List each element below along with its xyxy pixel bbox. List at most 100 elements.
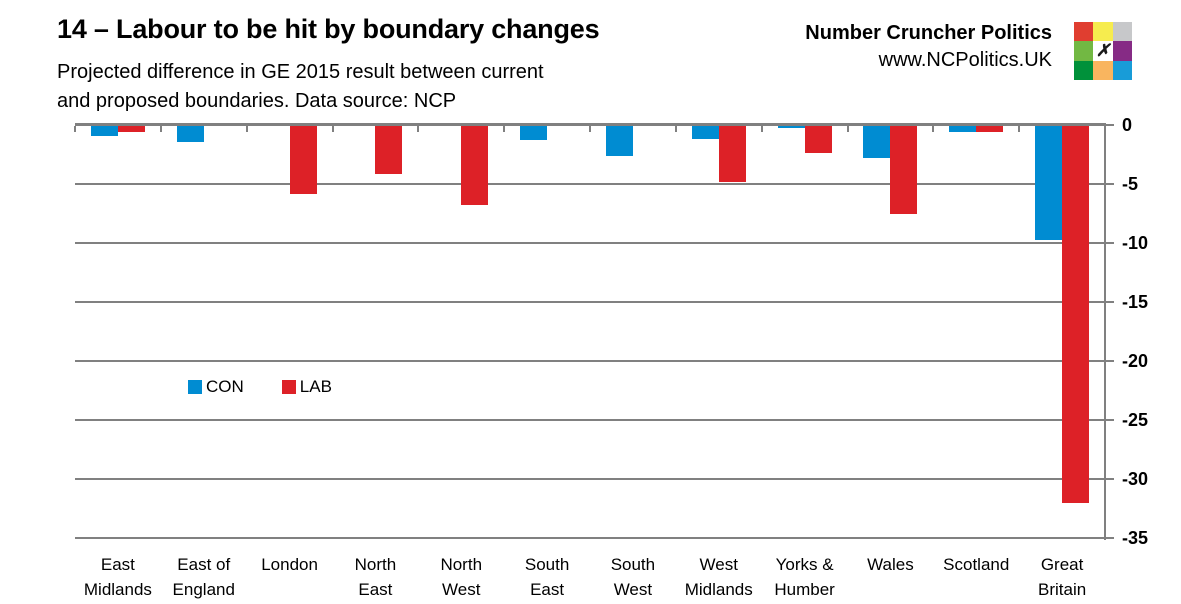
legend-item-con: CON	[188, 377, 244, 397]
bar-lab-yorks-humber	[804, 126, 832, 153]
category-label-line: North	[440, 555, 483, 574]
x-axis-tick-7	[674, 126, 677, 132]
logo-cell-6	[1074, 60, 1094, 80]
x-axis-tick-1	[159, 126, 162, 132]
category-label-great-britain: Great Britain	[1016, 552, 1108, 602]
category-label-line: South	[610, 555, 656, 574]
category-label-line: Great	[1040, 555, 1084, 574]
logo-cell-4: ✗	[1093, 41, 1113, 61]
category-label-line: West	[613, 580, 653, 599]
bar-lab-london	[289, 126, 317, 195]
x-axis-tick-2	[245, 126, 248, 132]
bar-lab-wales	[890, 126, 918, 215]
logo-cell-1	[1093, 22, 1113, 42]
bar-lab-west-midlands	[718, 126, 746, 183]
bar-lab-north-west	[461, 126, 489, 205]
bar-lab-scotland	[976, 126, 1004, 132]
y-axis-tick--20	[1105, 359, 1114, 362]
x-axis-tick-4	[417, 126, 420, 132]
bar-con-great-britain	[1035, 126, 1063, 241]
y-tick-label-0: 0	[1122, 114, 1133, 135]
y-tick-label--10: -10	[1122, 232, 1149, 253]
legend-item-lab: LAB	[281, 377, 332, 397]
category-label-north-east: North East	[329, 552, 421, 602]
logo-cell-8	[1112, 60, 1132, 80]
y-axis-tick--35	[1105, 537, 1114, 540]
x-axis-tick-11	[1018, 126, 1021, 132]
x-axis-tick-9	[846, 126, 849, 132]
x-axis-tick-0	[74, 126, 76, 132]
y-axis-tick--15	[1105, 300, 1114, 303]
con-color-swatch	[188, 380, 202, 394]
page-title: 14 – Labour to be hit by boundary change…	[57, 14, 600, 44]
category-label-line: South	[524, 555, 570, 574]
category-label-line: East	[530, 580, 565, 599]
category-label-line: England	[172, 580, 235, 599]
y-tick-label--20: -20	[1122, 350, 1149, 371]
bar-con-scotland	[949, 126, 977, 132]
brand-name: Number Cruncher Politics	[805, 22, 1052, 44]
brand-block: Number Cruncher Politics www.NCPolitics.…	[805, 20, 1052, 74]
y-axis-tick--10	[1105, 241, 1114, 244]
y-tick-label--30: -30	[1122, 469, 1149, 490]
y-tick-label--25: -25	[1122, 410, 1149, 430]
category-label-line: East	[358, 580, 393, 599]
brand-logo: ✗	[1074, 22, 1132, 80]
bar-con-south-east	[520, 126, 548, 140]
gridline--25	[75, 419, 1105, 421]
ballot-x-icon: ✗	[1095, 41, 1111, 60]
category-label-west-midlands: West Midlands	[673, 552, 765, 602]
category-label-line: West	[442, 580, 481, 599]
legend-label-lab: LAB	[299, 377, 332, 396]
subtitle-line-2: and proposed boundaries. Data source: NC…	[57, 90, 457, 112]
category-label-south-west: South West	[587, 552, 679, 602]
bar-lab-east-midlands	[117, 126, 145, 132]
category-label-line: West	[699, 555, 738, 574]
category-label-north-west: North West	[415, 552, 507, 602]
logo-cell-0	[1074, 22, 1094, 42]
lab-color-swatch	[281, 380, 296, 394]
bar-lab-great-britain	[1062, 126, 1090, 503]
gridline--20	[75, 359, 1105, 362]
bar-con-yorks-humber	[777, 126, 805, 129]
legend-label-con: CON	[206, 377, 244, 396]
category-label-line: London	[261, 555, 318, 574]
x-axis-tick-10	[932, 126, 935, 132]
gridline-0	[75, 123, 1105, 126]
category-label-line: Humber	[774, 580, 835, 599]
y-axis-tick--30	[1105, 478, 1114, 481]
y-tick-label--35: -35	[1122, 528, 1149, 549]
y-axis-tick-0	[1105, 123, 1114, 126]
bar-con-west-midlands	[691, 126, 719, 139]
y-tick-label--5: -5	[1122, 173, 1139, 194]
bar-con-south-west	[605, 126, 633, 157]
category-label-line: Midlands	[684, 580, 753, 599]
logo-cell-2	[1112, 22, 1132, 42]
y-axis-tick--5	[1105, 182, 1114, 185]
x-axis-tick-3	[331, 126, 334, 132]
x-axis-tick-5	[503, 126, 506, 132]
gridline--15	[75, 300, 1105, 303]
x-axis-tick-8	[760, 126, 763, 132]
gridline--10	[75, 241, 1105, 244]
y-tick-label--15: -15	[1122, 291, 1149, 312]
category-label-line: Britain	[1037, 580, 1087, 599]
category-label-line: Yorks &	[775, 555, 834, 574]
chart-subtitle: Projected difference in GE 2015 result b…	[57, 58, 544, 116]
x-axis-tick-12	[1104, 126, 1106, 132]
gridline--35	[75, 537, 1105, 540]
category-label-line: North	[354, 555, 397, 574]
category-label-south-east: South East	[501, 552, 593, 602]
bar-con-wales	[863, 126, 891, 158]
logo-cell-5	[1112, 41, 1132, 61]
category-label-london: London	[244, 552, 336, 577]
gridline--5	[75, 182, 1105, 185]
brand-url: www.NCPolitics.UK	[878, 49, 1052, 71]
category-label-east-of-england: East of England	[158, 552, 250, 602]
bar-lab-north-east	[375, 126, 403, 175]
category-label-scotland: Scotland	[930, 552, 1022, 577]
category-label-line: Scotland	[943, 555, 1010, 574]
category-label-line: East of	[177, 555, 231, 574]
category-label-line: East	[100, 555, 135, 574]
